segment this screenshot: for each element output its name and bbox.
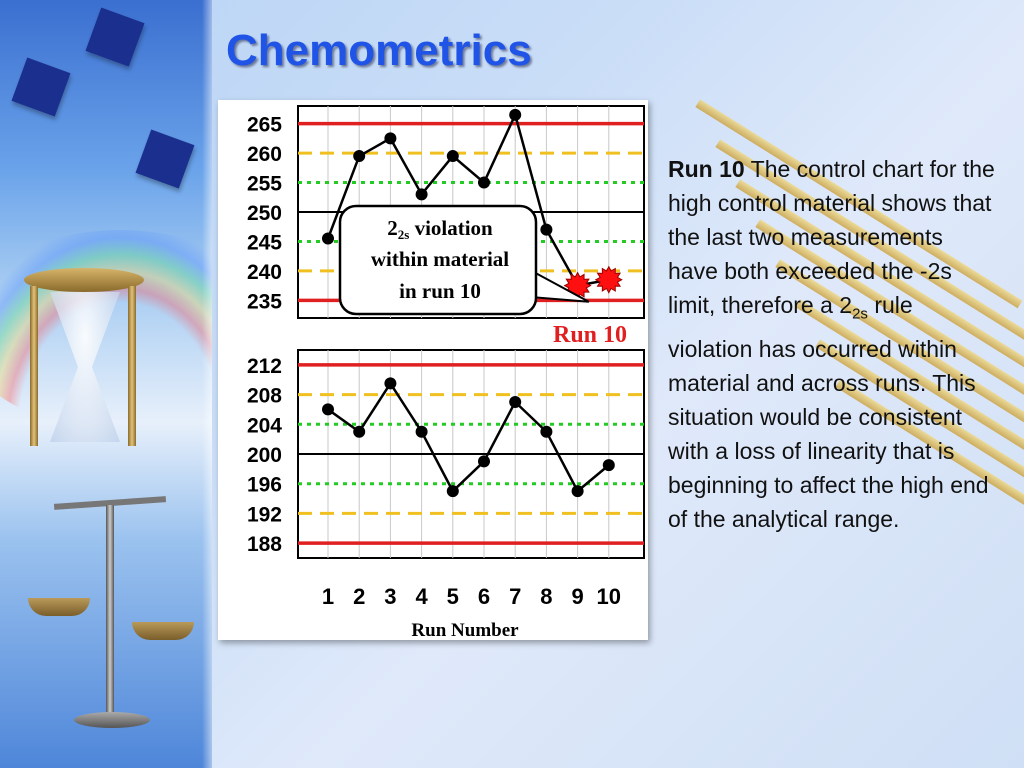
balance-scale-pan xyxy=(132,622,194,640)
graduation-cap-icon xyxy=(135,129,195,189)
y-tick-label: 200 xyxy=(247,444,282,467)
violation-point xyxy=(594,265,623,294)
decorative-side-image xyxy=(0,0,212,768)
y-tick-label: 265 xyxy=(247,114,282,137)
data-point xyxy=(571,485,584,498)
data-point xyxy=(509,396,522,408)
y-tick-label: 196 xyxy=(247,474,282,497)
data-point xyxy=(446,485,459,498)
run-10-label: Run 10 xyxy=(553,322,627,348)
y-tick-label: 208 xyxy=(247,385,282,408)
hourglass-post xyxy=(128,286,136,446)
x-tick-label: 3 xyxy=(384,584,396,609)
y-tick-label: 188 xyxy=(247,533,282,556)
x-tick-label: 10 xyxy=(597,584,621,609)
series-line xyxy=(326,111,610,288)
callout-line-1: 22s violation xyxy=(387,216,493,242)
callout-line-2: within material xyxy=(371,247,509,271)
slide-body-text: Run 10 The control chart for the high co… xyxy=(668,152,998,536)
slide-title: Chemometrics xyxy=(226,26,532,75)
x-tick-label: 2 xyxy=(353,584,365,609)
data-point xyxy=(540,425,553,438)
data-point xyxy=(384,132,397,145)
data-point xyxy=(353,425,366,438)
x-tick-label: 1 xyxy=(322,584,334,609)
violation-point xyxy=(563,271,592,300)
control-chart-panel: 265 260 255 250 245 240 235 212 208 204 200 196 192… xyxy=(218,100,648,640)
data-point xyxy=(322,403,334,416)
data-point xyxy=(602,459,615,472)
balance-scale-base xyxy=(74,712,150,728)
body-part-1: The control chart for the high control m… xyxy=(668,156,995,318)
data-point xyxy=(353,150,366,163)
y-tick-label: 212 xyxy=(247,355,282,378)
data-point xyxy=(415,188,428,201)
y-tick-label: 255 xyxy=(247,173,282,196)
callout-line-3: in run 10 xyxy=(399,279,481,303)
data-point xyxy=(384,377,397,390)
hourglass-icon xyxy=(24,268,144,292)
data-point xyxy=(478,176,490,189)
data-point xyxy=(322,232,334,245)
data-point xyxy=(446,150,459,163)
x-tick-label: 4 xyxy=(415,584,428,609)
y-tick-label: 204 xyxy=(247,414,282,437)
y-tick-label: 250 xyxy=(247,202,282,225)
violation-callout: 22s violation within material in run 10 xyxy=(338,204,590,316)
graduation-cap-icon xyxy=(85,7,145,67)
x-tick-label: 8 xyxy=(540,584,552,609)
body-subscript: 2s xyxy=(852,305,868,323)
y-tick-label: 192 xyxy=(247,503,282,526)
data-point xyxy=(415,425,428,438)
x-tick-label: 5 xyxy=(447,584,459,609)
y-tick-label: 240 xyxy=(247,261,282,284)
balance-scale-pole xyxy=(106,505,114,725)
y-tick-label: 260 xyxy=(247,143,282,166)
data-point xyxy=(509,108,522,121)
series-line xyxy=(327,381,610,494)
x-tick-label: 7 xyxy=(509,584,521,609)
x-tick-label: 9 xyxy=(571,584,583,609)
hourglass-post xyxy=(30,286,38,446)
balance-scale-pan xyxy=(28,598,90,616)
y-tick-label: 245 xyxy=(247,231,282,254)
data-point xyxy=(540,223,553,236)
data-point xyxy=(478,455,490,468)
y-tick-label: 235 xyxy=(247,290,282,313)
x-tick-label: 6 xyxy=(478,584,490,609)
graduation-cap-icon xyxy=(11,57,71,117)
low-control-chart: 212 208 204 200 196 192 188 1 2 3 4 5 6 7 8 9 10 xyxy=(247,349,645,609)
body-lead: Run 10 xyxy=(668,156,745,182)
body-part-2: rule violation has occurred within mater… xyxy=(668,292,989,532)
x-axis-label: Run Number xyxy=(411,620,519,640)
